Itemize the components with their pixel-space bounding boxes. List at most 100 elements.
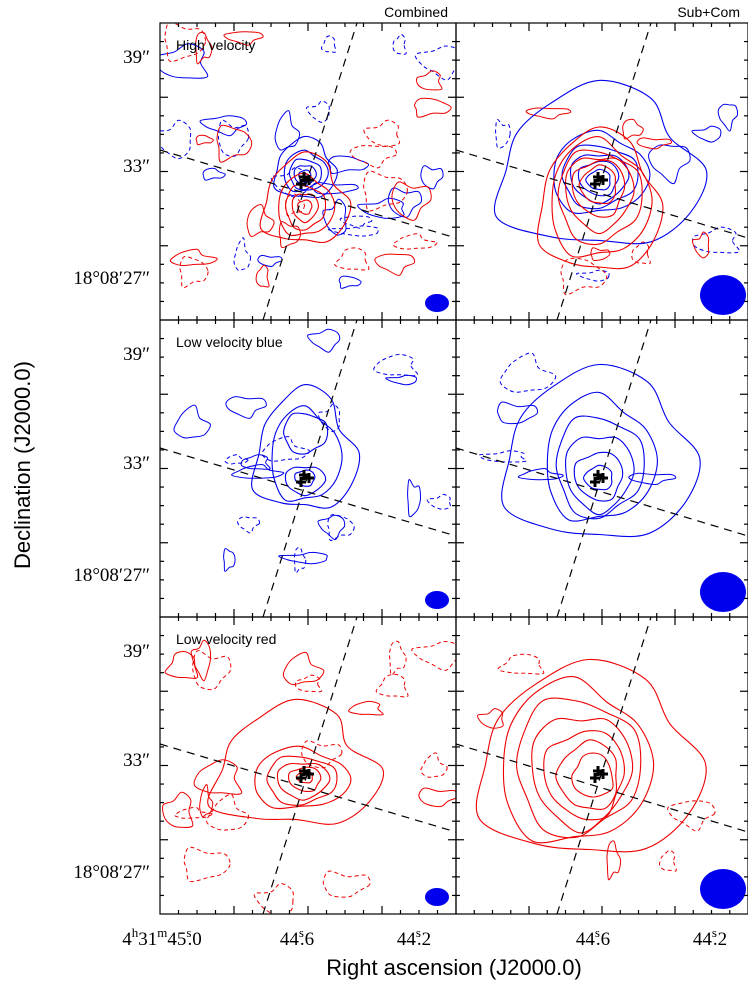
row-label-2: Low velocity red (176, 631, 276, 647)
x-tick-labels: 4h31m45s.0 44s.6 44s.2 44s.6 44s.2 (122, 925, 727, 950)
red-noise-4 (183, 846, 231, 883)
panel-grid: High velocity Low velocity blue Low veloci… (160, 23, 748, 914)
blue-noise-1 (496, 401, 539, 425)
blue-noise-6 (317, 403, 341, 432)
red-contour-1 (551, 136, 653, 258)
red-noise-4 (476, 708, 504, 729)
blue-contour-0 (251, 384, 361, 509)
beam-ellipse (425, 591, 449, 609)
blue-noise-12 (320, 35, 337, 53)
blue-contour-1 (553, 129, 651, 214)
dashed-line-outflow (556, 617, 652, 914)
blue-contour-1 (546, 391, 658, 522)
red-contour-2 (266, 755, 338, 806)
red-contour-0 (207, 698, 385, 825)
red-contour-1 (502, 676, 655, 844)
red-noise-12 (195, 134, 214, 146)
red-noise-1 (659, 849, 677, 872)
blue-contour-5 (585, 168, 611, 191)
red-contour-6 (571, 752, 614, 798)
y-tick-label: 18°08′27″ (73, 268, 150, 289)
blue-contour-1 (271, 405, 343, 502)
red-noise-16 (223, 31, 264, 46)
red-noise-14 (391, 181, 432, 221)
red-noise-2 (497, 653, 545, 675)
red-noise-16 (389, 640, 407, 676)
panel-frame (455, 616, 748, 915)
red-noise-2 (278, 221, 302, 249)
blue-noise-10 (327, 225, 380, 237)
red-noise-11 (190, 639, 212, 682)
source-marker-0 (296, 179, 306, 189)
row-label-0: High velocity (176, 37, 255, 53)
red-noise-7 (216, 124, 253, 163)
y-tick-label: 39″ (123, 641, 150, 662)
red-noise-18 (206, 793, 250, 831)
panel-0-1 (456, 23, 748, 320)
blue-noise-0 (338, 275, 362, 289)
panel-2-0 (160, 617, 456, 914)
red-noise-3 (606, 840, 622, 881)
blue-noise-15 (426, 493, 451, 510)
beam-ellipse (425, 888, 449, 906)
red-noise-9 (348, 700, 384, 716)
y-tick-label: 33″ (123, 156, 150, 177)
red-contour-2 (516, 697, 642, 839)
red-noise-18 (413, 97, 452, 118)
blue-contour-4 (577, 160, 620, 197)
blue-noise-6 (357, 197, 405, 219)
red-contour-3 (291, 193, 319, 224)
blue-noise-2 (420, 165, 444, 190)
blue-contour-0 (273, 135, 338, 199)
red-noise-14 (322, 870, 371, 898)
red-contour-1 (278, 172, 336, 237)
beam-ellipse (700, 275, 746, 315)
blue-noise-9 (217, 119, 250, 157)
dashed-line-outflow (262, 23, 358, 320)
panel-1-1 (456, 320, 748, 617)
blue-noise-10 (261, 436, 310, 462)
blue-noise-15 (387, 187, 423, 218)
x-axis-title: Right ascension (J2000.0) (326, 955, 582, 980)
blue-noise-7 (407, 479, 422, 518)
red-noise-4 (636, 137, 672, 150)
blue-noise-0 (628, 472, 677, 486)
dashed-line-outflow (262, 617, 358, 914)
dashed-line-outflow (556, 320, 652, 617)
source-marker-2 (299, 766, 309, 776)
panel-frame (159, 319, 457, 618)
red-contour-0 (536, 126, 664, 270)
dashed-line-pa (456, 447, 748, 537)
blue-noise-0 (692, 226, 741, 254)
dashed-line-pa (456, 149, 748, 239)
blue-noise-5 (392, 33, 407, 55)
x-tick-label-44-2: 44s.2 (397, 925, 431, 950)
red-noise-19 (195, 31, 213, 65)
source-marker-2 (299, 172, 309, 182)
red-contour-1 (254, 745, 352, 810)
source-marker-0 (296, 477, 306, 487)
red-contour-3 (531, 717, 634, 834)
source-marker-2 (299, 470, 309, 480)
source-marker-0 (296, 773, 306, 783)
x-tick-label-44-6-right: 44s.6 (576, 925, 610, 950)
red-noise-13 (255, 264, 270, 288)
blue-noise-1 (317, 514, 346, 541)
red-contour-5 (578, 164, 617, 205)
blue-noise-1 (199, 115, 248, 137)
blue-contour-4 (573, 451, 624, 502)
red-noise-3 (349, 144, 398, 169)
red-contour-3 (276, 762, 331, 801)
blue-contour-2 (555, 415, 645, 520)
blue-contour-3 (564, 436, 635, 516)
dashed-line-outflow (262, 320, 358, 617)
blue-contour-2 (283, 412, 329, 455)
x-tick-label-44-2-right: 44s.2 (693, 925, 727, 950)
red-noise-0 (667, 800, 716, 832)
blue-noise-9 (293, 546, 307, 574)
y-tick-label: 33″ (123, 750, 150, 771)
source-marker-0 (590, 477, 600, 487)
red-noise-17 (363, 119, 401, 147)
red-noise-13 (162, 791, 194, 828)
